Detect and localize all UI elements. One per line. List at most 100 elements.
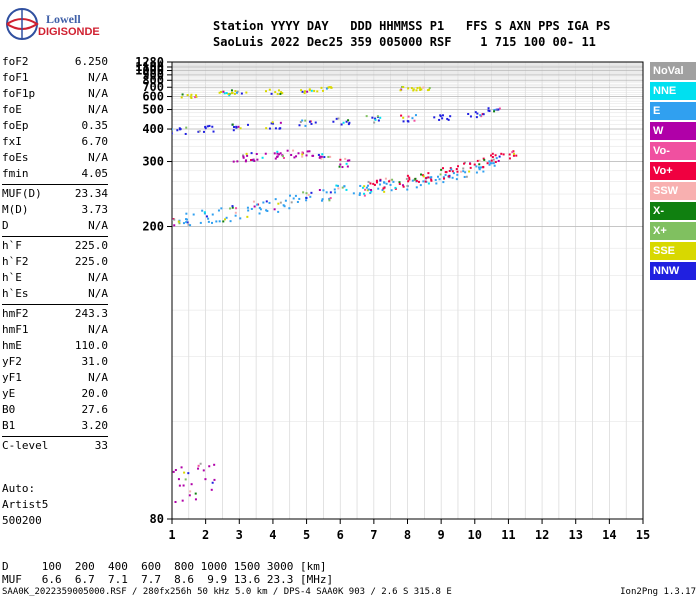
echo-point — [414, 177, 417, 180]
echo-point — [189, 490, 192, 493]
legend-item: Vo+ — [650, 162, 696, 180]
echo-point — [308, 89, 311, 92]
echo-point — [217, 209, 220, 212]
echo-point — [327, 86, 330, 89]
echo-point — [301, 90, 304, 93]
echo-point — [469, 166, 472, 169]
x-tick-label: 11 — [501, 528, 515, 542]
echo-point — [445, 171, 448, 174]
echo-point — [198, 130, 201, 133]
echo-point — [390, 189, 393, 192]
echo-point — [442, 181, 445, 184]
echo-point — [377, 119, 380, 122]
echo-point — [262, 201, 265, 204]
x-tick-label: 14 — [602, 528, 616, 542]
echo-point — [268, 88, 271, 91]
echo-point — [455, 178, 458, 181]
echo-point — [449, 115, 452, 118]
param-row: M(D) 3.73 — [2, 202, 108, 218]
echo-point — [342, 121, 345, 124]
param-value: 4.05 — [81, 167, 109, 180]
echo-point — [256, 158, 259, 161]
echo-point — [468, 170, 471, 173]
echo-point — [266, 210, 269, 213]
param-separator — [2, 304, 108, 305]
echo-point — [189, 224, 192, 227]
echo-point — [406, 174, 409, 177]
param-row: D N/A — [2, 218, 108, 234]
param-row: h`E N/A — [2, 270, 108, 286]
echo-point — [225, 216, 228, 219]
echo-point — [410, 87, 413, 90]
footer-version: Ion2Png 1.3.17 — [620, 587, 696, 597]
echo-point — [178, 127, 181, 130]
echo-point — [303, 90, 306, 93]
echo-point — [422, 86, 425, 89]
echo-point — [302, 191, 305, 194]
echo-point — [205, 215, 208, 218]
echo-point — [413, 178, 416, 181]
echo-point — [481, 113, 484, 116]
echo-point — [407, 115, 410, 118]
echo-point — [296, 200, 299, 203]
echo-point — [490, 154, 493, 157]
echo-point — [268, 201, 271, 204]
echo-point — [235, 207, 238, 210]
echo-point — [442, 176, 445, 179]
echo-point — [208, 124, 211, 127]
echo-point — [185, 126, 188, 129]
echo-point — [474, 111, 477, 114]
echo-point — [383, 186, 386, 189]
echo-point — [232, 126, 235, 129]
x-tick-label: 4 — [269, 528, 276, 542]
echo-point — [173, 224, 176, 227]
echo-point — [174, 469, 177, 472]
echo-point — [493, 110, 496, 113]
echo-point — [446, 117, 449, 120]
echo-point — [177, 220, 180, 223]
echo-point — [279, 92, 282, 95]
echo-point — [265, 90, 268, 93]
echo-point — [329, 197, 332, 200]
echo-point — [211, 221, 214, 224]
echo-point — [493, 164, 496, 167]
echo-point — [422, 175, 425, 178]
echo-point — [181, 93, 184, 96]
param-row: yF2 31.0 — [2, 354, 108, 370]
param-label: hmF1 — [2, 323, 29, 336]
echo-point — [341, 166, 344, 169]
muf-row: MUF 6.6 6.7 7.1 7.7 8.6 9.9 13.6 23.3 [M… — [2, 573, 334, 586]
echo-point — [407, 120, 410, 123]
echo-point — [273, 152, 276, 155]
echo-point — [488, 160, 491, 163]
param-label: h`F — [2, 239, 22, 252]
echo-point — [439, 115, 442, 118]
echo-point — [345, 188, 348, 191]
echo-point — [441, 114, 444, 117]
echo-point — [276, 93, 279, 96]
echo-point — [334, 191, 337, 194]
echo-point — [502, 153, 505, 156]
echo-point — [246, 123, 249, 126]
echo-point — [480, 166, 483, 169]
param-separator — [2, 236, 108, 237]
echo-point — [373, 183, 376, 186]
echo-point — [211, 213, 214, 216]
echo-point — [202, 130, 205, 133]
param-label: h`F2 — [2, 255, 29, 268]
echo-point — [237, 125, 240, 128]
echo-point — [316, 90, 319, 93]
echo-point — [370, 190, 373, 193]
echo-point — [207, 220, 210, 223]
echo-point — [385, 182, 388, 185]
x-tick-label: 3 — [236, 528, 243, 542]
echo-point — [276, 150, 279, 153]
echo-point — [297, 152, 300, 155]
echo-point — [491, 152, 494, 155]
param-label: foF1p — [2, 87, 36, 100]
echo-point — [415, 186, 418, 189]
echo-point — [190, 483, 193, 486]
echo-point — [345, 120, 348, 123]
param-label: C-level — [2, 439, 49, 452]
echo-point — [492, 158, 495, 161]
